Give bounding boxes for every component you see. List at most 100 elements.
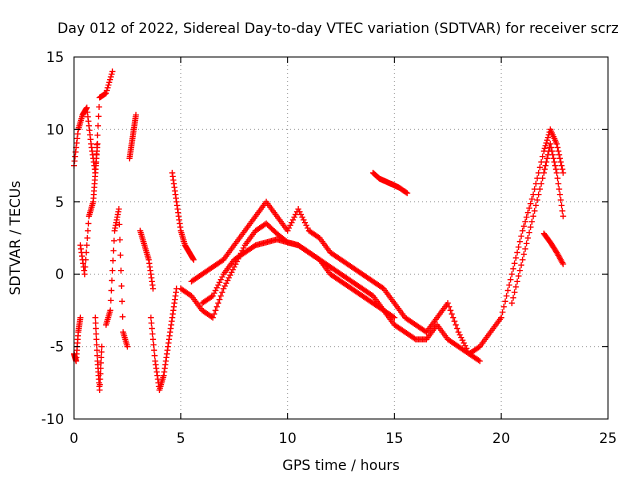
data-point: [209, 292, 216, 299]
data-point: [499, 309, 506, 316]
series-arc-i: [169, 169, 197, 263]
data-point: [118, 282, 125, 289]
data-point: [108, 71, 115, 78]
data-point: [81, 271, 88, 278]
data-point: [448, 311, 455, 318]
data-point: [532, 202, 539, 209]
data-point: [523, 240, 530, 247]
data-point: [530, 213, 537, 220]
data-point: [447, 307, 454, 314]
data-point: [557, 158, 564, 165]
data-point: [556, 155, 563, 162]
data-point: [553, 169, 560, 176]
series-arc-g: [137, 227, 157, 292]
data-point: [557, 196, 564, 203]
data-point: [498, 314, 505, 321]
data-point: [231, 263, 238, 270]
data-point: [523, 214, 530, 221]
data-point: [454, 325, 461, 332]
y-tick-label: 5: [55, 195, 64, 211]
data-point: [544, 134, 551, 141]
data-point: [516, 238, 523, 245]
data-point: [541, 166, 548, 173]
data-point: [451, 318, 458, 325]
data-point: [104, 84, 111, 91]
data-point: [510, 294, 517, 301]
x-tick-label: 20: [492, 431, 510, 447]
data-point: [110, 247, 117, 254]
data-point: [97, 359, 104, 366]
data-point: [411, 335, 418, 342]
x-tick-label: 0: [70, 431, 79, 447]
data-point: [287, 222, 294, 229]
data-point: [528, 218, 535, 225]
data-point: [527, 224, 534, 231]
data-point: [97, 370, 104, 377]
data-point: [212, 287, 219, 294]
data-point: [542, 162, 549, 169]
data-point: [225, 274, 232, 281]
y-tick-label: 15: [46, 50, 64, 66]
data-point: [216, 296, 223, 303]
data-point: [151, 347, 158, 354]
data-point: [403, 189, 410, 196]
data-point: [450, 314, 457, 321]
data-point: [518, 262, 525, 269]
data-point: [103, 90, 110, 97]
data-point: [559, 166, 566, 173]
data-point: [549, 151, 556, 158]
data-point: [475, 344, 482, 351]
data-point: [284, 227, 291, 234]
data-point: [223, 280, 230, 287]
data-point: [534, 175, 541, 182]
data-point: [119, 298, 126, 305]
data-point: [92, 325, 99, 332]
data-point: [459, 337, 466, 344]
series-arc-m: [370, 169, 411, 197]
y-tick-label: -5: [50, 340, 64, 356]
data-point: [391, 314, 398, 321]
data-point: [219, 257, 226, 264]
data-point: [96, 381, 103, 388]
data-point: [94, 352, 101, 359]
y-tick-label: -10: [41, 412, 64, 428]
data-point: [540, 169, 547, 176]
data-point: [539, 153, 546, 160]
data-point: [93, 336, 100, 343]
data-point: [544, 137, 551, 144]
data-point: [220, 285, 227, 292]
series-arc-a: [71, 68, 116, 176]
data-point: [116, 221, 123, 228]
data-point: [544, 155, 551, 162]
data-point: [503, 292, 510, 299]
data-point: [551, 158, 558, 165]
data-point: [548, 144, 555, 151]
data-point: [547, 140, 554, 147]
data-point: [219, 289, 226, 296]
data-point: [150, 341, 157, 348]
data-point: [148, 320, 155, 327]
data-point: [500, 303, 507, 310]
data-point: [555, 148, 562, 155]
data-point: [508, 271, 515, 278]
data-point: [542, 142, 549, 149]
data-point: [297, 211, 304, 218]
data-point: [520, 251, 527, 258]
data-point: [526, 229, 533, 236]
data-point: [219, 273, 226, 280]
data-point: [510, 265, 517, 272]
data-point: [187, 292, 194, 299]
data-point: [215, 282, 222, 289]
data-point: [150, 285, 157, 292]
data-point: [94, 140, 101, 147]
data-point: [555, 180, 562, 187]
data-point: [534, 196, 541, 203]
data-point: [552, 162, 559, 169]
data-point: [213, 303, 220, 310]
data-point: [463, 345, 470, 352]
data-point: [109, 267, 116, 274]
data-point: [315, 255, 322, 262]
data-point: [512, 283, 519, 290]
data-point: [304, 225, 311, 232]
